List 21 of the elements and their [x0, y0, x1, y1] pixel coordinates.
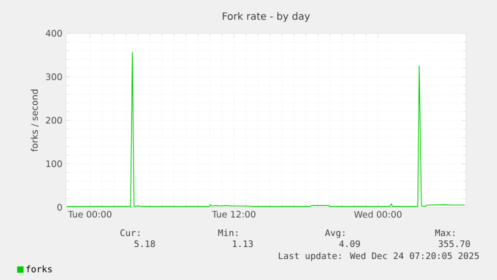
x-tick-label: Tue 00:00 — [68, 210, 112, 218]
legend-label: forks — [26, 265, 52, 272]
y-tick-label: 100 — [46, 160, 62, 168]
text: Avg: — [325, 229, 344, 238]
text: 4.09 — [339, 240, 360, 248]
text: 5.18 — [134, 240, 155, 248]
x-tick-label: Wed 00:00 — [354, 210, 402, 218]
y-tick-label: 400 — [46, 30, 62, 37]
y-tick-label: 300 — [46, 73, 62, 80]
text: Min: — [218, 229, 238, 236]
chart-title: Fork rate - by day — [222, 12, 310, 22]
text: 355.70 — [438, 240, 470, 248]
text: Last update: Wed Dec 24 07:20:05 2025 — [278, 252, 479, 261]
text: Max: — [435, 229, 454, 236]
text: 1.13 — [232, 240, 253, 248]
line-series — [66, 52, 466, 207]
y-tick-label: 200 — [46, 116, 62, 124]
y-tick-label: 0 — [57, 204, 62, 211]
text: Cur: — [120, 229, 140, 236]
x-tick-label: Tue 12:00 — [212, 210, 256, 218]
y-axis-title: forks / second — [30, 90, 39, 152]
